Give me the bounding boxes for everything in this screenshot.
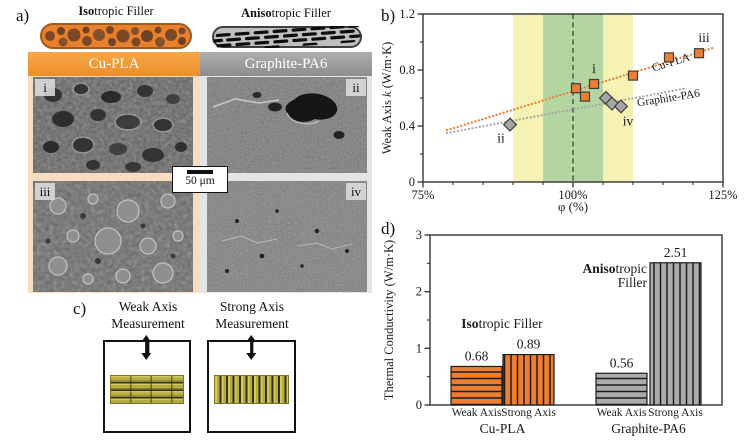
- svg-text:Isotropic Filler: Isotropic Filler: [461, 316, 543, 331]
- scale-bar-line: [187, 170, 213, 174]
- strong-axis-title: Strong Axis Measurement: [204, 299, 300, 333]
- panel-d-chart: 0 1 2 3 0.68 Weak Axis 0.89 Strong Axis Cu-PLA Is…: [380, 215, 750, 448]
- strong-axis-measurement-box: [207, 335, 296, 433]
- weak-axis-title: Weak Axis Measurement: [100, 299, 196, 333]
- svg-text:Thermal Conductivity (W/m·K): Thermal Conductivity (W/m·K): [382, 240, 396, 400]
- up-arrow-icon: [141, 335, 151, 353]
- panel-c-label: c): [73, 299, 87, 318]
- anisotropic-caption-bold: Aniso: [241, 6, 272, 20]
- svg-text:75%: 75%: [412, 188, 435, 202]
- strong-axis-title-line1: Strong Axis: [219, 299, 285, 314]
- panel-d-label: d): [381, 219, 396, 238]
- svg-text:1.2: 1.2: [399, 7, 415, 21]
- isotropic-filler-caption: Isotropic Filler: [38, 4, 194, 19]
- svg-text:100%: 100%: [558, 188, 587, 202]
- svg-text:i: i: [592, 61, 596, 76]
- weak-axis-measurement-box: [103, 335, 191, 433]
- svg-text:Graphite-PA6: Graphite-PA6: [611, 421, 686, 436]
- svg-text:2.51: 2.51: [664, 245, 688, 260]
- graphite-pa6-header: Graphite-PA6: [200, 52, 372, 76]
- scale-bar-label: 50 μm: [185, 175, 215, 187]
- sem-label-ii: ii: [346, 79, 366, 96]
- svg-text:Strong Axis: Strong Axis: [501, 407, 556, 419]
- svg-text:0.56: 0.56: [610, 355, 634, 370]
- svg-text:Anisotropic: Anisotropic: [582, 261, 647, 276]
- up-arrow-icon: [246, 335, 256, 353]
- sem-label-iv: iv: [346, 183, 366, 200]
- svg-text:0.89: 0.89: [517, 337, 541, 352]
- anisotropic-filler-caption: Anisotropic Filler: [206, 6, 366, 21]
- sem-image-iii: [33, 181, 193, 292]
- panel-b-chart: Cu-PLA Graphite-PA6 i ii iii iv 75% 100% 125% 0 0.…: [380, 0, 750, 215]
- svg-text:φ (%): φ (%): [558, 199, 588, 214]
- svg-text:125%: 125%: [708, 188, 737, 202]
- sem-image-ii: [207, 77, 367, 173]
- sem-label-iii: iii: [35, 183, 55, 200]
- svg-text:0: 0: [416, 398, 422, 412]
- svg-text:Weak Axis k (W/m·K): Weak Axis k (W/m·K): [380, 42, 394, 155]
- svg-text:1: 1: [416, 341, 422, 355]
- svg-text:iii: iii: [698, 30, 710, 45]
- svg-text:2: 2: [416, 285, 422, 299]
- cu-pla-header: Cu-PLA: [28, 52, 200, 76]
- isotropic-caption-rest: tropic Filler: [94, 4, 154, 18]
- bar-chart-svg: 0 1 2 3 0.68 Weak Axis 0.89 Strong Axis Cu-PLA Is…: [382, 228, 723, 436]
- svg-text:iv: iv: [623, 113, 634, 128]
- panel-b-label: b): [381, 6, 396, 25]
- scale-bar-box: 50 μm: [172, 166, 228, 193]
- sem-label-i: i: [35, 79, 55, 96]
- svg-text:Filler: Filler: [618, 275, 648, 290]
- svg-text:3: 3: [416, 228, 422, 242]
- svg-text:Cu-PLA: Cu-PLA: [480, 421, 526, 436]
- panel-a-label: a): [16, 6, 30, 25]
- weak-axis-sample-icon: [110, 375, 184, 404]
- isotropic-filler-icon: [40, 23, 192, 49]
- sem-image-iv: [207, 181, 367, 292]
- weak-axis-title-line1: Weak Axis: [118, 299, 178, 314]
- anisotropic-filler-icon: [212, 26, 362, 48]
- svg-text:Weak Axis: Weak Axis: [452, 407, 502, 419]
- svg-text:0.4: 0.4: [399, 119, 415, 133]
- svg-text:Strong Axis: Strong Axis: [648, 407, 703, 419]
- weak-axis-title-line2: Measurement: [111, 315, 185, 331]
- svg-text:0: 0: [409, 175, 415, 189]
- svg-text:ii: ii: [497, 131, 505, 146]
- strong-axis-sample-icon: [214, 375, 289, 404]
- strong-axis-title-line2: Measurement: [215, 315, 289, 331]
- svg-text:0.8: 0.8: [399, 63, 415, 77]
- isotropic-caption-bold: Iso: [78, 4, 95, 18]
- sem-image-i: [33, 77, 193, 173]
- svg-text:0.68: 0.68: [465, 348, 489, 363]
- svg-text:Weak Axis: Weak Axis: [597, 407, 647, 419]
- anisotropic-caption-rest: tropic Filler: [271, 6, 331, 20]
